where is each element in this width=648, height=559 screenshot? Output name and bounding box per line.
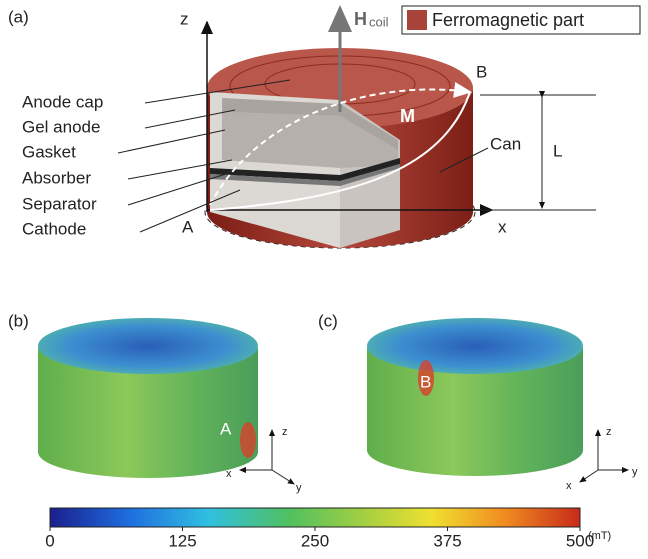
panel-a: (a) z x H coil Ferromagnetic part M B A — [8, 6, 640, 248]
axis-label: z — [282, 426, 288, 438]
legend-swatch — [407, 10, 427, 30]
colorbar-tick-label: 0 — [45, 531, 54, 550]
axis-label: y — [296, 482, 302, 494]
field-symbol: H — [354, 9, 367, 29]
panel-c: (c) B z x y — [318, 311, 638, 491]
simulation-top — [38, 318, 258, 374]
figure: (a) z x H coil Ferromagnetic part M B A — [0, 0, 648, 554]
magnetization-label: M — [400, 106, 415, 126]
layer-label: Cathode — [22, 219, 86, 238]
point-label: B — [476, 62, 487, 81]
point-label: B — [420, 372, 431, 391]
length-label: L — [553, 141, 562, 160]
panel-label: (a) — [8, 7, 29, 26]
layer-label: Gel anode — [22, 117, 100, 136]
layer-label: Anode cap — [22, 92, 103, 111]
colorbar-tick-label: 250 — [301, 531, 329, 550]
colorbar-tick-label: 500 — [566, 531, 594, 550]
axis-label: x — [226, 468, 232, 480]
panel-b: (b) A z x y — [8, 311, 302, 493]
hotspot — [240, 422, 256, 458]
field-subscript: coil — [369, 14, 389, 29]
colorbar-tick-label: 125 — [168, 531, 196, 550]
point-label: A — [220, 419, 232, 438]
colorbar-tick-label: 375 — [433, 531, 461, 550]
axis-label: y — [632, 466, 638, 478]
mini-axis — [580, 470, 598, 482]
layer-label: Separator — [22, 194, 97, 213]
layer-label: Absorber — [22, 168, 91, 187]
can-label: Can — [490, 134, 521, 153]
axis-label: x — [498, 217, 507, 236]
axis-label: x — [566, 480, 572, 492]
panel-label: (c) — [318, 311, 338, 330]
mini-axis — [272, 470, 294, 484]
point-label: A — [182, 217, 194, 236]
colorbar-gradient — [50, 508, 580, 527]
simulation-top — [367, 318, 583, 374]
layer-label: Gasket — [22, 142, 76, 161]
legend-text: Ferromagnetic part — [432, 10, 584, 30]
panel-label: (b) — [8, 311, 29, 330]
axis-label: z — [180, 9, 189, 28]
axis-label: z — [606, 426, 612, 438]
